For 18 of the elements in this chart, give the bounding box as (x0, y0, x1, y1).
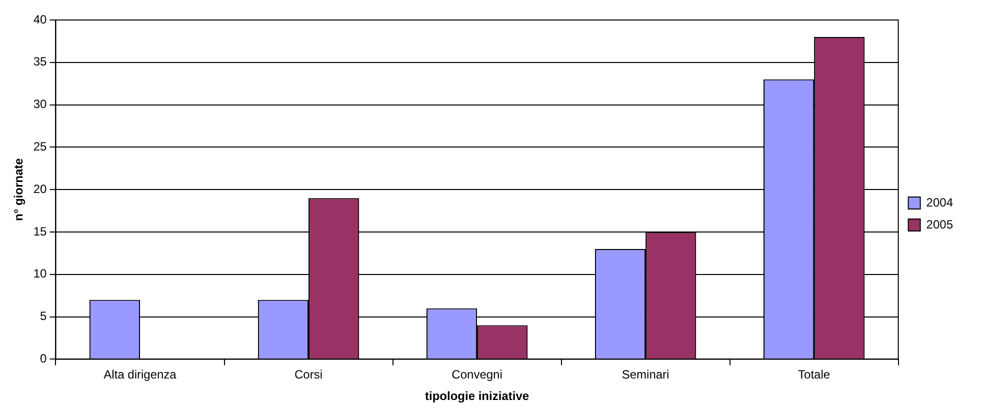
y-tick-label: 35 (33, 54, 48, 69)
y-tick-label: 0 (40, 352, 48, 366)
y-tick-label: 40 (33, 12, 48, 26)
x-tick-label: Convegni (452, 368, 502, 382)
y-axis-title: n° giornate (12, 158, 26, 222)
y-tick-label: 15 (33, 224, 48, 238)
legend-label: 2004 (926, 195, 954, 210)
y-tick-label: 20 (33, 182, 48, 196)
y-tick-label: 5 (40, 309, 48, 324)
x-tick-label: Corsi (294, 368, 323, 382)
y-tick-label: 30 (33, 97, 48, 112)
x-tick-label: Seminari (622, 368, 670, 382)
y-tick-label: 10 (33, 266, 48, 281)
x-tick-label: Totale (798, 368, 830, 382)
x-tick-label: Alta dirigenza (104, 368, 177, 382)
legend-label: 2005 (926, 217, 954, 232)
y-tick-label: 25 (33, 140, 48, 154)
x-axis-title: tipologie iniziative (425, 389, 530, 404)
